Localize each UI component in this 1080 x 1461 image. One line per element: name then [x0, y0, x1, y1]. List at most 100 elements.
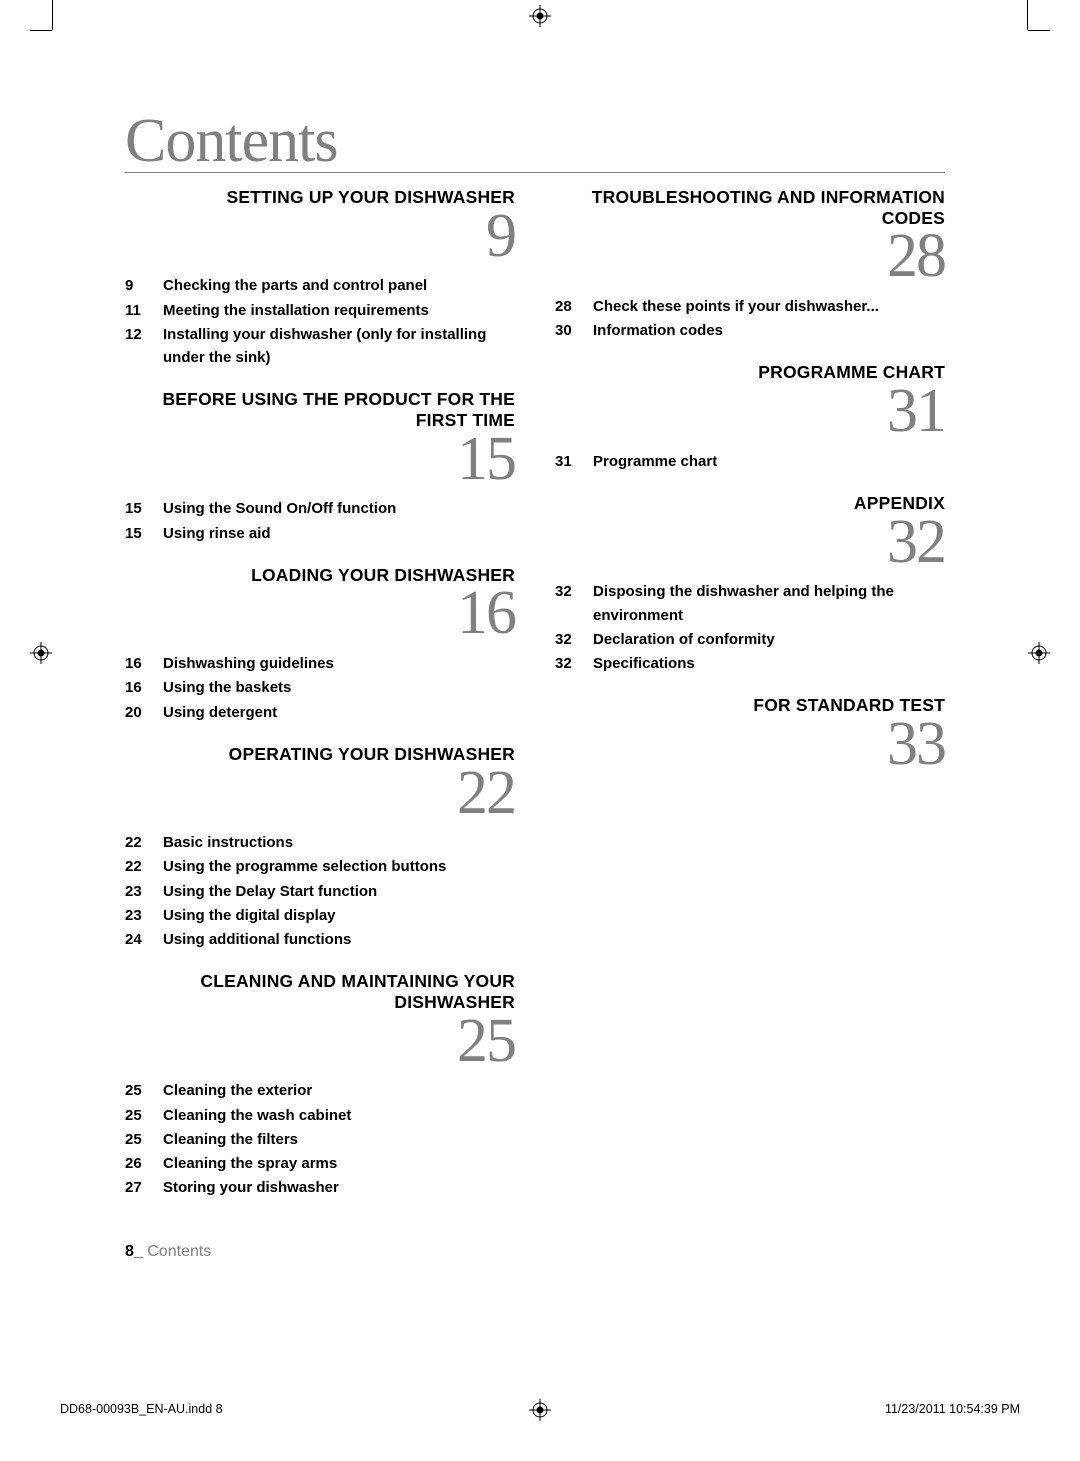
- entry-text: Storing your dishwasher: [163, 1176, 515, 1199]
- toc-entry: 30Information codes: [555, 319, 945, 342]
- registration-mark-icon: [529, 5, 551, 27]
- entry-text: Basic instructions: [163, 831, 515, 854]
- toc-entry: 22Basic instructions: [125, 831, 515, 854]
- toc-entry: 31Programme chart: [555, 450, 945, 473]
- entry-text: Using the digital display: [163, 904, 515, 927]
- page-content: Contents SETTING UP YOUR DISHWASHER99Che…: [125, 110, 945, 1220]
- columns: SETTING UP YOUR DISHWASHER99Checking the…: [125, 187, 945, 1220]
- section-head: FOR STANDARD TEST33: [555, 695, 945, 770]
- section-head: CLEANING AND MAINTAINING YOUR DISHWASHER…: [125, 971, 515, 1067]
- entry-page: 27: [125, 1176, 163, 1199]
- section-entries: 31Programme chart: [555, 450, 945, 473]
- toc-section: BEFORE USING THE PRODUCT FOR THE FIRST T…: [125, 389, 515, 544]
- entry-text: Specifications: [593, 652, 945, 675]
- toc-entry: 24Using additional functions: [125, 928, 515, 951]
- entry-page: 11: [125, 299, 163, 322]
- entry-text: Using the Sound On/Off function: [163, 497, 515, 520]
- entry-page: 16: [125, 652, 163, 675]
- section-head: APPENDIX32: [555, 493, 945, 568]
- section-start-page: 25: [125, 1015, 515, 1068]
- toc-section: CLEANING AND MAINTAINING YOUR DISHWASHER…: [125, 971, 515, 1199]
- toc-entry: 25Cleaning the wash cabinet: [125, 1104, 515, 1127]
- section-entries: 32Disposing the dishwasher and helping t…: [555, 580, 945, 675]
- page-footer: 8_ Contents: [125, 1243, 211, 1261]
- entry-text: Using additional functions: [163, 928, 515, 951]
- section-start-page: 28: [555, 230, 945, 283]
- entry-page: 25: [125, 1079, 163, 1102]
- entry-page: 25: [125, 1104, 163, 1127]
- crop-mark: [1028, 30, 1050, 31]
- entry-text: Programme chart: [593, 450, 945, 473]
- entry-page: 12: [125, 323, 163, 370]
- footer-label: Contents: [143, 1243, 211, 1260]
- registration-mark-icon: [30, 642, 52, 664]
- entry-page: 32: [555, 580, 593, 627]
- entry-page: 26: [125, 1152, 163, 1175]
- toc-section: OPERATING YOUR DISHWASHER2222Basic instr…: [125, 744, 515, 952]
- registration-mark-icon: [1028, 642, 1050, 664]
- toc-entry: 20Using detergent: [125, 701, 515, 724]
- toc-entry: 32Disposing the dishwasher and helping t…: [555, 580, 945, 627]
- entry-page: 9: [125, 274, 163, 297]
- entry-text: Using the baskets: [163, 676, 515, 699]
- toc-section: TROUBLESHOOTING AND INFORMATION CODES282…: [555, 187, 945, 342]
- entry-text: Meeting the installation requirements: [163, 299, 515, 322]
- section-start-page: 22: [125, 767, 515, 820]
- doc-footer-left: DD68-00093B_EN-AU.indd 8: [60, 1402, 223, 1416]
- entry-page: 24: [125, 928, 163, 951]
- crop-mark: [1027, 0, 1028, 30]
- entry-text: Using the programme selection buttons: [163, 855, 515, 878]
- toc-section: APPENDIX3232Disposing the dishwasher and…: [555, 493, 945, 675]
- entry-text: Cleaning the exterior: [163, 1079, 515, 1102]
- entry-text: Declaration of conformity: [593, 628, 945, 651]
- entry-page: 31: [555, 450, 593, 473]
- toc-entry: 15Using rinse aid: [125, 522, 515, 545]
- toc-entry: 32Specifications: [555, 652, 945, 675]
- crop-mark: [52, 0, 53, 30]
- toc-entry: 9Checking the parts and control panel: [125, 274, 515, 297]
- entry-text: Information codes: [593, 319, 945, 342]
- entry-page: 15: [125, 522, 163, 545]
- entry-text: Using the Delay Start function: [163, 880, 515, 903]
- entry-text: Checking the parts and control panel: [163, 274, 515, 297]
- toc-entry: 12Installing your dishwasher (only for i…: [125, 323, 515, 370]
- toc-section: PROGRAMME CHART31 31Programme chart: [555, 362, 945, 473]
- toc-entry: 32Declaration of conformity: [555, 628, 945, 651]
- section-start-page: 33: [555, 718, 945, 771]
- section-start-page: 15: [125, 433, 515, 486]
- page-title: Contents: [125, 110, 945, 173]
- section-head: PROGRAMME CHART31: [555, 362, 945, 437]
- section-entries: 28Check these points if your dishwasher.…: [555, 295, 945, 343]
- crop-mark: [30, 30, 52, 31]
- entry-text: Installing your dishwasher (only for ins…: [163, 323, 515, 370]
- entry-page: 23: [125, 904, 163, 927]
- toc-entry: 16Dishwashing guidelines: [125, 652, 515, 675]
- toc-section: FOR STANDARD TEST33: [555, 695, 945, 770]
- section-head: OPERATING YOUR DISHWASHER22: [125, 744, 515, 819]
- toc-entry: 23Using the Delay Start function: [125, 880, 515, 903]
- toc-entry: 25Cleaning the exterior: [125, 1079, 515, 1102]
- entry-text: Cleaning the spray arms: [163, 1152, 515, 1175]
- section-head: TROUBLESHOOTING AND INFORMATION CODES28: [555, 187, 945, 283]
- section-start-page: 32: [555, 516, 945, 569]
- entry-page: 32: [555, 652, 593, 675]
- toc-entry: 11Meeting the installation requirements: [125, 299, 515, 322]
- entry-text: Disposing the dishwasher and helping the…: [593, 580, 945, 627]
- toc-entry: 25Cleaning the filters: [125, 1128, 515, 1151]
- section-entries: 15Using the Sound On/Off function15Using…: [125, 497, 515, 545]
- entry-page: 32: [555, 628, 593, 651]
- toc-entry: 15Using the Sound On/Off function: [125, 497, 515, 520]
- document-footer: DD68-00093B_EN-AU.indd 8 11/23/2011 10:5…: [60, 1402, 1020, 1416]
- section-start-page: 16: [125, 587, 515, 640]
- toc-entry: 28Check these points if your dishwasher.…: [555, 295, 945, 318]
- entry-text: Cleaning the wash cabinet: [163, 1104, 515, 1127]
- section-entries: 9Checking the parts and control panel11M…: [125, 274, 515, 369]
- entry-page: 25: [125, 1128, 163, 1151]
- entry-page: 28: [555, 295, 593, 318]
- section-entries: 16Dishwashing guidelines16Using the bask…: [125, 652, 515, 724]
- entry-text: Dishwashing guidelines: [163, 652, 515, 675]
- toc-entry: 22Using the programme selection buttons: [125, 855, 515, 878]
- toc-section: LOADING YOUR DISHWASHER1616Dishwashing g…: [125, 565, 515, 724]
- entry-text: Cleaning the filters: [163, 1128, 515, 1151]
- right-column: TROUBLESHOOTING AND INFORMATION CODES282…: [555, 187, 945, 1220]
